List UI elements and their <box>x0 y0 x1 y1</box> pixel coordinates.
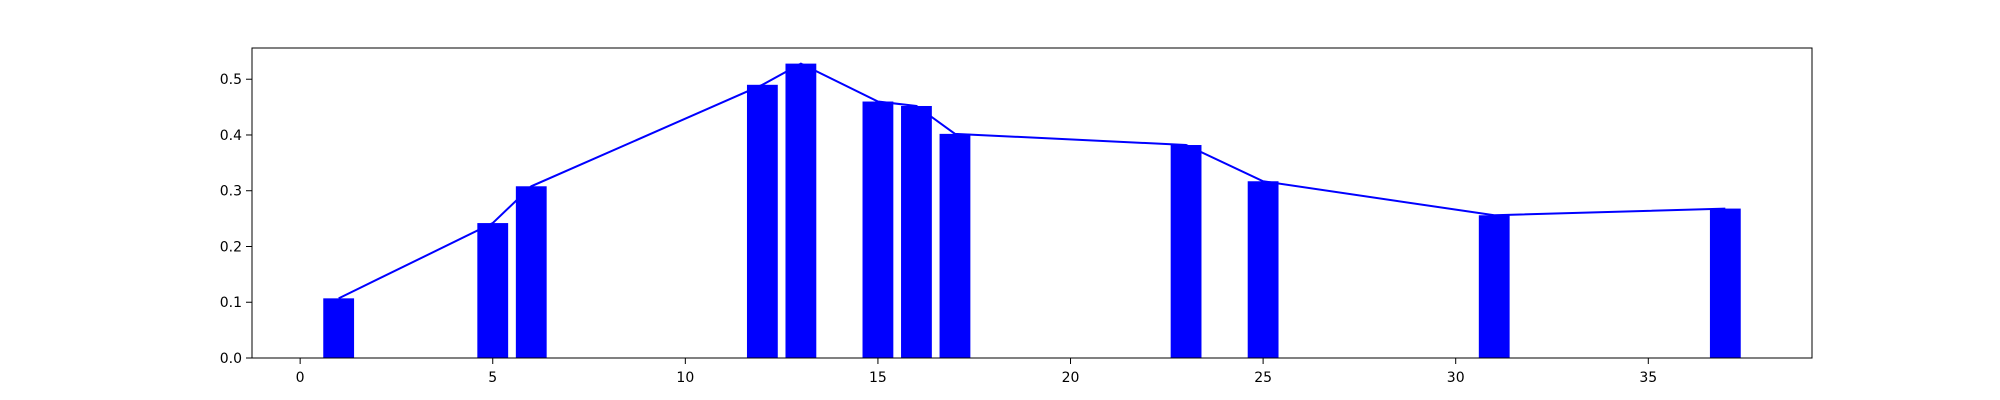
plot-area-frame <box>251 47 1813 359</box>
bar-6 <box>515 186 547 358</box>
x-tick-label-15: 15 <box>869 370 887 386</box>
bar-17 <box>939 133 971 358</box>
bars-layer <box>323 63 1741 359</box>
bar-25 <box>1247 181 1279 358</box>
bar-31 <box>1478 215 1510 358</box>
x-tick-label-20: 20 <box>1062 370 1080 386</box>
y-tick-label-0.1: 0.1 <box>220 295 242 311</box>
x-tick-label-5: 5 <box>488 370 497 386</box>
y-tick-label-0.5: 0.5 <box>220 72 242 88</box>
bar-16 <box>901 105 932 358</box>
bar-12 <box>746 84 778 359</box>
bar-15 <box>862 101 894 358</box>
y-tick-label-0.2: 0.2 <box>220 239 242 255</box>
x-tick-label-10: 10 <box>676 370 694 386</box>
bar-23 <box>1170 145 1202 358</box>
x-tick-label-0: 0 <box>296 370 305 386</box>
x-tick-label-35: 35 <box>1639 370 1657 386</box>
y-tick-label-0.4: 0.4 <box>220 128 242 144</box>
bar-1 <box>323 298 355 358</box>
y-axis: 0.0 0.1 0.2 0.3 0.4 0.5 <box>220 72 252 367</box>
series-line <box>338 62 1726 300</box>
bar-13 <box>785 63 817 358</box>
bar-5 <box>477 223 509 358</box>
x-tick-label-25: 25 <box>1254 370 1272 386</box>
x-axis: 0 5 10 15 20 25 30 35 <box>296 358 1657 386</box>
line-layer <box>338 62 1726 300</box>
y-tick-label-0.0: 0.0 <box>220 351 242 367</box>
y-tick-label-0.3: 0.3 <box>220 184 242 200</box>
x-tick-label-30: 30 <box>1447 370 1465 386</box>
bar-37 <box>1709 208 1741 358</box>
